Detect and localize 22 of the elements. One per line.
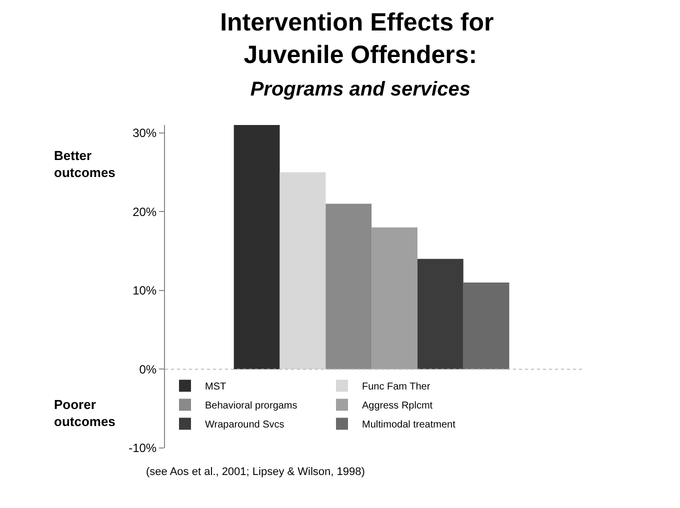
y-tick-label: 10%	[132, 284, 157, 298]
bar	[463, 282, 510, 370]
bar	[372, 227, 418, 370]
text: (see Aos et al., 2001; Lipsey & Wilson, 1998)	[146, 466, 365, 478]
legend-label: MST	[205, 382, 226, 393]
legend-label: Aggress Rplcmt	[362, 400, 433, 412]
legend-label: Behavioral prorgams	[205, 400, 298, 412]
legend-label: Wraparound Svcs	[205, 420, 284, 431]
text: Better outcomes	[54, 148, 116, 180]
bar	[234, 125, 280, 370]
chart-title: Intervention Effects for Juvenile Offenders:	[220, 8, 501, 69]
text: Poorer outcomes	[54, 397, 116, 429]
y-tick-label: 30%	[132, 126, 157, 140]
legend-label: Multimodal treatment	[362, 420, 456, 431]
bar	[417, 258, 464, 370]
bar	[326, 204, 372, 370]
legend-label: Func Fam Ther	[362, 382, 431, 393]
y-tick-label: 0%	[139, 362, 157, 376]
bar	[280, 172, 326, 370]
chart-subtitle: Programs and services	[250, 78, 470, 100]
y-tick-label: 20%	[132, 204, 157, 219]
y-tick-label: -10%	[128, 441, 157, 456]
